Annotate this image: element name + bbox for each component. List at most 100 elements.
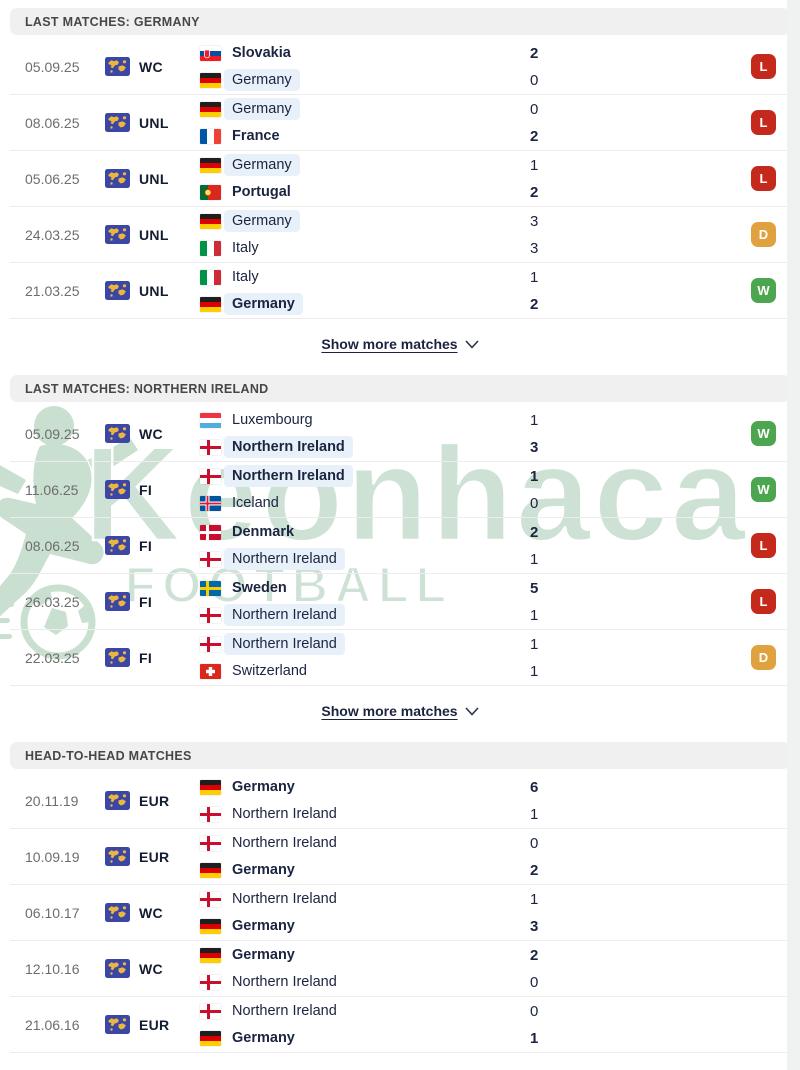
team-score: 0: [530, 100, 539, 118]
match-date: 05.09.25: [25, 425, 80, 442]
world-map-icon: [105, 281, 130, 300]
match-row[interactable]: 24.03.25 UNL Germany 3 Italy 3 D: [10, 207, 790, 263]
competition-code: FI: [139, 481, 153, 498]
team-line: Germany 0: [200, 96, 751, 122]
competition-code: EUR: [139, 1016, 170, 1033]
match-date: 21.06.16: [25, 1016, 80, 1033]
competition: EUR: [105, 1015, 200, 1034]
team-score: 3: [530, 438, 539, 456]
team-flag-icon: [200, 891, 232, 907]
match-row[interactable]: 08.06.25 UNL Germany 0 France 2 L: [10, 95, 790, 151]
teams-and-scores: Northern Ireland 1 Iceland 0: [200, 463, 751, 516]
team-line: Northern Ireland 1: [200, 631, 751, 657]
team-name: Northern Ireland: [232, 806, 337, 822]
team-flag-icon: [200, 72, 232, 88]
teams-and-scores: Sweden 5 Northern Ireland 1: [200, 575, 751, 628]
team-name: Germany: [232, 918, 295, 934]
team-score: 1: [530, 635, 539, 653]
team-flag-icon: [200, 439, 232, 455]
show-more: Show more matches: [10, 319, 790, 369]
team-line: Italy 1: [200, 264, 751, 290]
competition-code: FI: [139, 537, 153, 554]
team-line: Germany 2: [200, 942, 776, 968]
world-map-icon: [105, 1015, 130, 1034]
teams-and-scores: Northern Ireland 0 Germany 1: [200, 998, 776, 1051]
match-row[interactable]: 05.09.25 WC Luxembourg 1 Northern Irelan…: [10, 406, 790, 462]
match-row[interactable]: 21.03.25 UNL Italy 1 Germany 2 W: [10, 263, 790, 319]
match-row[interactable]: 10.09.19 EUR Northern Ireland 0 Germany …: [10, 829, 790, 885]
result-badge-cell: W: [751, 477, 776, 502]
competition-code: WC: [139, 425, 163, 442]
match-date: 26.03.25: [25, 593, 80, 610]
match-date: 05.09.25: [25, 58, 80, 75]
match-list: 05.09.25 WC Luxembourg 1 Northern Irelan…: [10, 406, 790, 686]
team-name: Italy: [232, 269, 259, 285]
team-score: 3: [530, 212, 539, 230]
team-score: 2: [530, 523, 539, 541]
competition-code: EUR: [139, 848, 170, 865]
team-line: Germany 2: [200, 857, 776, 883]
match-row[interactable]: 21.06.16 EUR Northern Ireland 0 Germany …: [10, 997, 790, 1053]
match-row[interactable]: 26.03.25 FI Sweden 5 Northern Ireland 1 …: [10, 574, 790, 630]
show-more-label: Show more matches: [321, 336, 458, 352]
match-row[interactable]: 20.11.19 EUR Germany 6 Northern Ireland …: [10, 773, 790, 829]
match-row[interactable]: 05.06.25 UNL Germany 1 Portugal 2 L: [10, 151, 790, 207]
sections-root: LAST MATCHES: GERMANY 05.09.25 WC Slovak…: [0, 8, 800, 1053]
match-row[interactable]: 05.09.25 WC Slovakia 2 Germany 0 L: [10, 39, 790, 95]
competition: UNL: [105, 225, 200, 244]
team-name: Portugal: [232, 184, 291, 200]
competition: EUR: [105, 791, 200, 810]
team-flag-icon: [200, 835, 232, 851]
team-name: Northern Ireland: [232, 891, 337, 907]
team-line: Portugal 2: [200, 179, 751, 205]
team-name: Germany: [224, 210, 300, 232]
world-map-icon: [105, 169, 130, 188]
match-section-2: LAST MATCHES: NORTHERN IRELAND 05.09.25 …: [10, 375, 790, 736]
team-flag-icon: [200, 412, 232, 428]
result-badge-cell: L: [751, 110, 776, 135]
match-row[interactable]: 11.06.25 FI Northern Ireland 1 Iceland 0…: [10, 462, 790, 518]
team-flag-icon: [200, 918, 232, 934]
match-row[interactable]: 22.03.25 FI Northern Ireland 1 Switzerla…: [10, 630, 790, 686]
match-row[interactable]: 08.06.25 FI Denmark 2 Northern Ireland 1…: [10, 518, 790, 574]
world-map-icon: [105, 791, 130, 810]
show-more-button[interactable]: Show more matches: [321, 703, 479, 719]
result-badge: L: [751, 589, 776, 614]
result-badge: L: [751, 533, 776, 558]
team-name: Northern Ireland: [224, 548, 345, 570]
teams-and-scores: Germany 2 Northern Ireland 0: [200, 942, 776, 995]
team-line: Northern Ireland 1: [200, 886, 776, 912]
team-score: 1: [530, 805, 539, 823]
team-name: Germany: [232, 947, 295, 963]
teams-and-scores: Denmark 2 Northern Ireland 1: [200, 519, 751, 572]
team-name: Germany: [224, 69, 300, 91]
team-line: Germany 1: [200, 1025, 776, 1051]
result-badge-cell: D: [751, 645, 776, 670]
team-line: Germany 2: [200, 291, 751, 317]
team-score: 1: [530, 156, 539, 174]
competition: UNL: [105, 169, 200, 188]
team-score: 1: [530, 606, 539, 624]
page-right-strip: [787, 0, 800, 1070]
competition: FI: [105, 536, 200, 555]
team-flag-icon: [200, 240, 232, 256]
team-line: Italy 3: [200, 235, 751, 261]
team-score: 1: [530, 1029, 539, 1047]
team-name: Italy: [232, 240, 259, 256]
show-more-button[interactable]: Show more matches: [321, 336, 479, 352]
team-line: Sweden 5: [200, 575, 751, 601]
competition: WC: [105, 424, 200, 443]
team-name: Northern Ireland: [232, 974, 337, 990]
team-score: 0: [530, 1002, 539, 1020]
team-line: Denmark 2: [200, 519, 751, 545]
match-row[interactable]: 06.10.17 WC Northern Ireland 1 Germany 3: [10, 885, 790, 941]
result-badge-cell: L: [751, 166, 776, 191]
teams-and-scores: Northern Ireland 1 Germany 3: [200, 886, 776, 939]
result-badge-cell: L: [751, 54, 776, 79]
competition: FI: [105, 648, 200, 667]
team-line: Northern Ireland 0: [200, 830, 776, 856]
team-flag-icon: [200, 468, 232, 484]
team-name: Switzerland: [232, 663, 307, 679]
match-row[interactable]: 12.10.16 WC Germany 2 Northern Ireland 0: [10, 941, 790, 997]
match-date: 05.06.25: [25, 170, 80, 187]
